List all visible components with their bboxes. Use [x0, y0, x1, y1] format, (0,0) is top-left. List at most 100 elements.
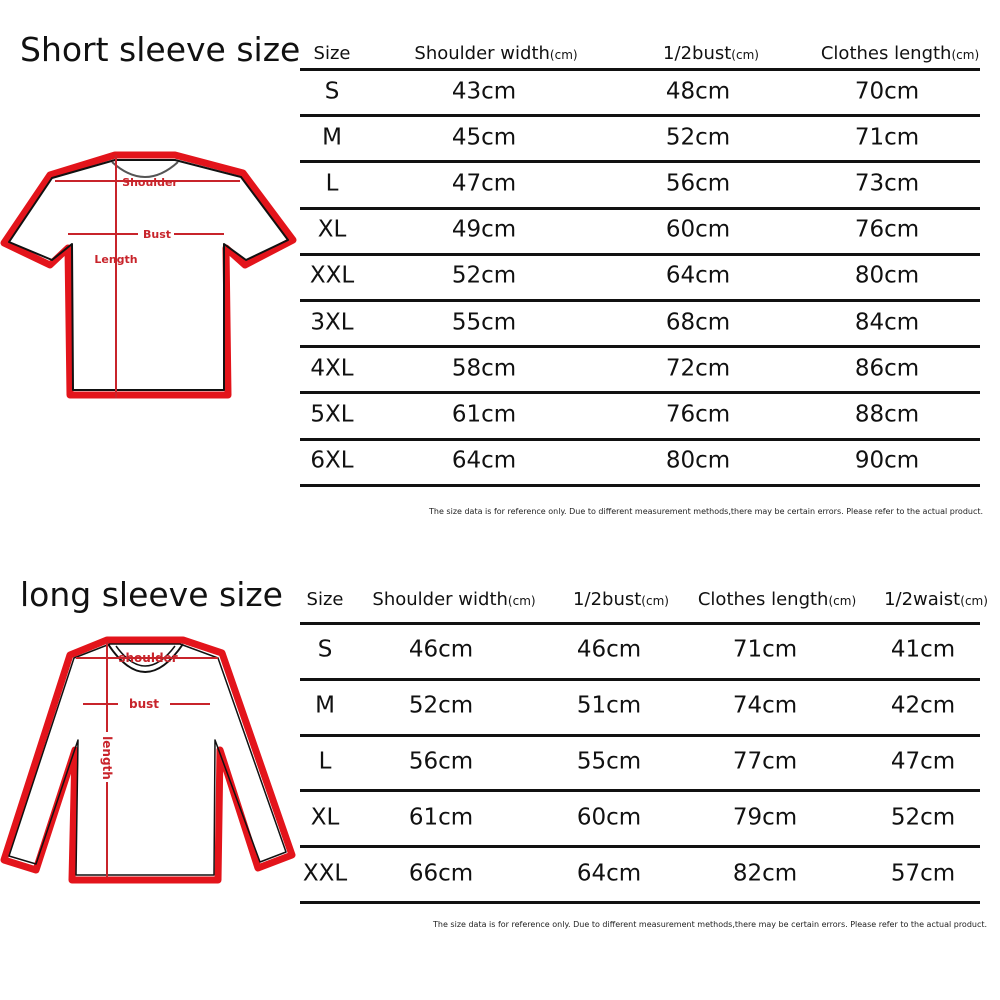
column-header-unit: (cm) — [507, 594, 536, 608]
measurement-cell: 82cm — [732, 860, 798, 887]
short-sleeve-size-table: S 43cm 48cm 70cm M 45cm 52cm 71cm L 47cm 56cm 73cm X… — [300, 68, 980, 487]
column-header-unit: (cm) — [951, 48, 980, 62]
column-header-unit: (cm) — [549, 48, 578, 62]
size-cell: 4XL — [310, 355, 354, 382]
measurement-cell: 42cm — [890, 692, 956, 719]
shoulder-label: shoulder — [118, 651, 177, 665]
measurement-cell: 73cm — [854, 170, 920, 197]
measurement-cell: 71cm — [854, 124, 920, 151]
table-row: 3XL 55cm 68cm 84cm — [300, 302, 980, 349]
table-top-rule — [300, 68, 980, 71]
measurement-cell: 64cm — [665, 263, 731, 290]
size-cell: M — [315, 692, 335, 719]
size-cell: S — [324, 78, 340, 105]
size-cell: 5XL — [310, 401, 354, 428]
measurement-cell: 48cm — [665, 78, 731, 105]
column-header-label: Shoulder width — [372, 589, 508, 610]
column-header: 1/2bust(cm) — [573, 589, 669, 610]
measurement-cell: 72cm — [665, 355, 731, 382]
column-header: Shoulder width(cm) — [414, 43, 577, 64]
size-cell: XXL — [302, 860, 348, 887]
measurement-cell: 46cm — [408, 637, 474, 664]
column-header: Size — [314, 43, 351, 64]
size-cell: M — [322, 124, 342, 151]
table-row: M 45cm 52cm 71cm — [300, 117, 980, 164]
size-cell: L — [318, 748, 332, 775]
measurement-cell: 86cm — [854, 355, 920, 382]
column-header: Clothes length(cm) — [821, 43, 979, 64]
column-header-unit: (cm) — [960, 594, 988, 608]
measurement-cell: 55cm — [451, 309, 517, 336]
measurement-cell: 49cm — [451, 216, 517, 243]
column-header: Clothes length(cm) — [698, 589, 856, 610]
measurement-cell: 57cm — [890, 860, 956, 887]
measurement-cell: 90cm — [854, 447, 920, 474]
short-sleeve-title: Short sleeve size — [20, 30, 301, 69]
measurement-cell: 51cm — [576, 692, 642, 719]
table-row: L 56cm 55cm 77cm 47cm — [300, 737, 980, 793]
column-header-label: Shoulder width — [414, 43, 550, 64]
column-header-label: Clothes length — [820, 43, 952, 64]
measurement-cell: 68cm — [665, 309, 731, 336]
column-header: 1/2bust(cm) — [663, 43, 759, 64]
long-sleeve-shirt-diagram: shoulder bust length — [0, 636, 296, 884]
measurement-cell: 64cm — [576, 860, 642, 887]
measurement-cell: 66cm — [408, 860, 474, 887]
measurement-cell: 45cm — [451, 124, 517, 151]
measurement-cell: 41cm — [890, 637, 956, 664]
table-row: 4XL 58cm 72cm 86cm — [300, 348, 980, 395]
table-row: M 52cm 51cm 74cm 42cm — [300, 681, 980, 737]
column-header-label: 1/2waist — [884, 589, 961, 610]
long-sleeve-size-table: S 46cm 46cm 71cm 41cm M 52cm 51cm 74cm 42cm L 56cm 5… — [300, 622, 980, 904]
size-cell: XXL — [309, 263, 355, 290]
size-cell: L — [325, 170, 339, 197]
size-cell: 3XL — [310, 309, 354, 336]
column-header-unit: (cm) — [731, 48, 759, 62]
column-header: Size — [307, 589, 344, 610]
measurement-cell: 43cm — [451, 78, 517, 105]
measurement-cell: 76cm — [854, 216, 920, 243]
column-header-label: Size — [306, 589, 344, 610]
table-row: L 47cm 56cm 73cm — [300, 163, 980, 210]
table-row: XL 61cm 60cm 79cm 52cm — [300, 792, 980, 849]
measurement-cell: 55cm — [576, 748, 642, 775]
measurement-cell: 70cm — [854, 78, 920, 105]
long-sleeve-disclaimer: The size data is for reference only. Due… — [433, 920, 988, 929]
column-header: 1/2waist(cm) — [884, 589, 988, 610]
short-sleeve-disclaimer: The size data is for reference only. Due… — [429, 507, 984, 516]
shoulder-label: Shoulder — [122, 176, 178, 189]
measurement-cell: 79cm — [732, 804, 798, 831]
size-cell: S — [317, 637, 333, 664]
column-header-label: Clothes length — [697, 589, 829, 610]
length-label: Length — [94, 253, 137, 266]
measurement-cell: 88cm — [854, 401, 920, 428]
table-row: S 43cm 48cm 70cm — [300, 71, 980, 118]
measurement-cell: 47cm — [890, 748, 956, 775]
measurement-cell: 46cm — [576, 637, 642, 664]
size-cell: 6XL — [310, 447, 354, 474]
measurement-cell: 52cm — [408, 692, 474, 719]
measurement-cell: 64cm — [451, 447, 517, 474]
bust-label: bust — [129, 697, 159, 711]
table-row: XL 49cm 60cm 76cm — [300, 210, 980, 256]
measurement-cell: 76cm — [665, 401, 731, 428]
measurement-cell: 80cm — [854, 263, 920, 290]
measurement-cell: 61cm — [408, 804, 474, 831]
measurement-cell: 61cm — [451, 401, 517, 428]
column-header-unit: (cm) — [828, 594, 857, 608]
column-header-label: 1/2bust — [663, 43, 732, 64]
measurement-cell: 58cm — [451, 355, 517, 382]
table-top-rule — [300, 622, 980, 625]
column-header: Shoulder width(cm) — [372, 589, 535, 610]
measurement-cell: 71cm — [732, 637, 798, 664]
table-row: XXL 52cm 64cm 80cm — [300, 256, 980, 302]
measurement-cell: 56cm — [408, 748, 474, 775]
column-header-label: 1/2bust — [573, 589, 642, 610]
size-cell: XL — [317, 216, 347, 243]
measurement-cell: 60cm — [576, 804, 642, 831]
column-header-label: Size — [313, 43, 351, 64]
measurement-cell: 74cm — [732, 692, 798, 719]
measurement-cell: 84cm — [854, 309, 920, 336]
bust-label: Bust — [143, 228, 171, 241]
table-row: S 46cm 46cm 71cm 41cm — [300, 625, 980, 681]
